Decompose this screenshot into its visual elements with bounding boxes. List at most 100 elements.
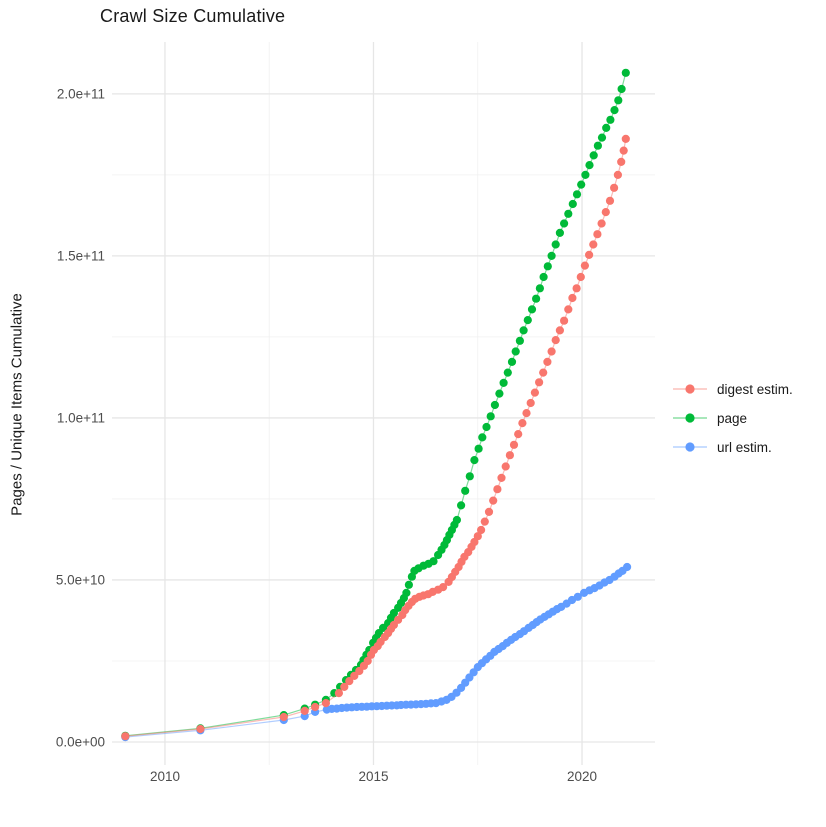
data-point: [568, 199, 577, 209]
data-point: [617, 157, 626, 166]
data-point: [495, 389, 504, 398]
data-point: [543, 262, 552, 271]
legend-key-dot: [685, 413, 695, 423]
data-point: [564, 209, 573, 218]
data-point: [617, 84, 626, 94]
data-point: [509, 440, 519, 449]
data-point: [560, 219, 569, 228]
data-point: [429, 557, 438, 566]
data-series-layer: [121, 68, 632, 742]
legend-label: page: [717, 410, 748, 426]
data-point: [580, 261, 590, 270]
data-point: [474, 444, 483, 453]
data-point: [535, 378, 544, 387]
data-point: [585, 250, 594, 259]
data-point: [461, 486, 470, 495]
data-point: [526, 398, 535, 408]
data-point: [621, 68, 630, 77]
data-point: [621, 134, 630, 143]
data-point: [589, 151, 598, 160]
data-point: [535, 284, 545, 293]
data-point: [470, 456, 479, 465]
data-point: [480, 517, 489, 526]
data-point: [457, 501, 466, 510]
data-point: [493, 485, 502, 494]
data-point: [610, 106, 619, 115]
data-point: [121, 732, 130, 741]
data-point: [539, 368, 548, 377]
data-point: [543, 357, 552, 366]
data-point: [601, 208, 610, 217]
data-point: [345, 677, 354, 686]
grid-major-lines: [112, 42, 655, 765]
x-tick-label: 2020: [567, 769, 597, 784]
x-tick-label: 2015: [358, 769, 388, 784]
data-point: [340, 682, 349, 692]
data-point: [402, 588, 411, 598]
data-point: [452, 515, 461, 525]
data-point: [501, 462, 510, 471]
y-tick-label: 0.0e+00: [56, 734, 105, 749]
legend-key-dot: [685, 384, 695, 394]
legend-label: url estim.: [717, 439, 772, 455]
data-point: [573, 592, 582, 601]
data-point: [484, 507, 494, 516]
data-point: [572, 190, 582, 199]
legend-key-digest-estim: [673, 384, 707, 394]
data-point: [363, 656, 372, 666]
data-point: [593, 230, 602, 239]
data-point: [477, 525, 486, 535]
data-point: [593, 141, 603, 150]
data-point: [597, 133, 607, 142]
legend-entry-url-estim: url estim.: [672, 437, 793, 457]
data-point: [606, 115, 615, 124]
y-axis-tick-labels: 0.0e+00 5.0e+10 1.0e+11 1.5e+11 2.0e+11: [56, 86, 105, 749]
data-point: [551, 240, 560, 249]
data-point: [572, 284, 581, 293]
data-point: [350, 671, 359, 681]
series-page: [121, 68, 630, 740]
data-point: [503, 368, 512, 377]
data-point: [585, 161, 594, 170]
legend-label: digest estim.: [717, 381, 793, 397]
data-point: [613, 170, 623, 179]
y-tick-label: 2.0e+11: [57, 86, 105, 101]
data-point: [300, 706, 309, 716]
data-point: [577, 180, 586, 189]
legend-key-dot: [685, 442, 695, 452]
data-point: [196, 724, 205, 734]
data-point: [551, 336, 560, 345]
data-point: [334, 689, 343, 698]
data-point: [515, 336, 525, 345]
data-point: [576, 272, 585, 282]
data-point: [547, 251, 556, 260]
data-point: [473, 532, 482, 541]
legend-entry-digest-estim: digest estim.: [672, 379, 793, 399]
data-point: [490, 400, 499, 410]
x-tick-label: 2010: [150, 769, 180, 784]
data-point: [514, 430, 523, 439]
data-point: [605, 196, 615, 205]
data-point: [581, 170, 590, 179]
data-point: [589, 240, 598, 249]
data-point: [478, 433, 487, 442]
data-point: [497, 473, 506, 482]
legend-entry-page: page: [672, 408, 793, 428]
data-point: [547, 347, 556, 356]
data-point: [505, 451, 514, 460]
data-point: [527, 305, 537, 314]
y-axis-title: Pages / Unique Items Cumulative: [8, 293, 26, 516]
series-digest-estim-: [121, 134, 630, 741]
data-point: [439, 583, 448, 592]
data-point: [522, 409, 531, 418]
data-point: [404, 580, 413, 589]
data-point: [623, 562, 632, 572]
data-point: [279, 712, 288, 722]
data-point: [602, 123, 611, 132]
data-point: [489, 496, 498, 505]
data-point: [555, 228, 565, 237]
y-tick-label: 1.5e+11: [57, 248, 105, 263]
chart-title: Crawl Size Cumulative: [100, 6, 286, 26]
data-point: [523, 316, 532, 325]
